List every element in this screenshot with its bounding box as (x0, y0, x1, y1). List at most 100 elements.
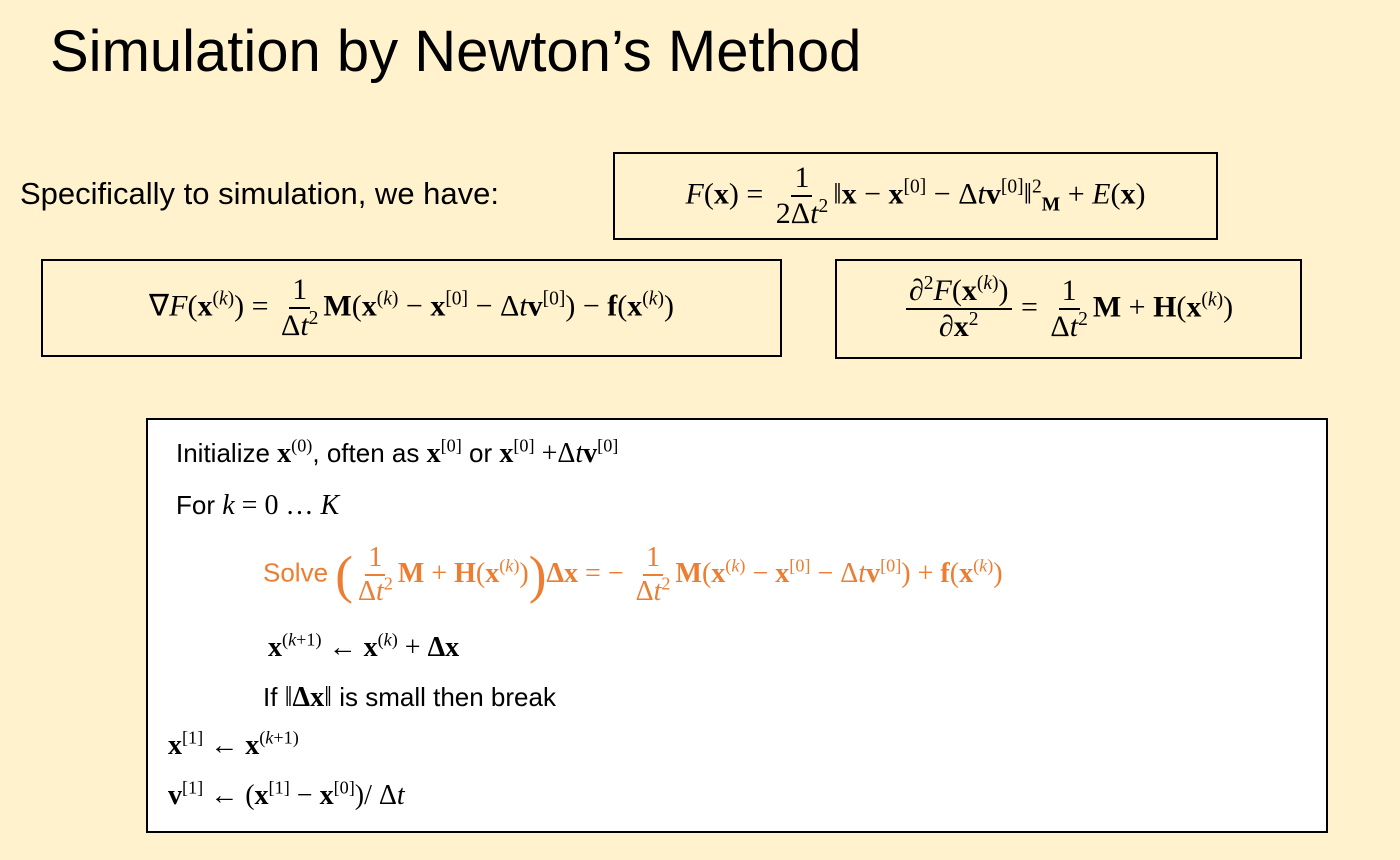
algorithm-line-update: x(k+1) ← x(k) + Δx (268, 629, 460, 664)
numerator: 1 (791, 161, 813, 197)
bold-symbol: H (454, 557, 476, 589)
algorithm-line-solve: Solve (1 Δt2 M + H(x(k)))Δx = − 1 Δt2 M(x(k)… (263, 542, 1003, 608)
italic-symbol: t (810, 197, 819, 230)
math: (1 Δt2 M + H(x(k)))Δx = − 1 Δt2 M(x(k) − x[0… (335, 542, 1003, 608)
italic-symbol: E (1092, 176, 1111, 210)
bold-symbol: x (430, 288, 446, 322)
superscript: (0) (291, 435, 313, 456)
italic-symbol: t (858, 557, 867, 589)
superscript: 2 (661, 573, 671, 594)
numerator: 1 (1058, 274, 1080, 310)
italic-symbol: k (383, 629, 392, 650)
italic-symbol: k (979, 555, 988, 576)
fraction: 1 2Δt2 (773, 161, 831, 232)
bold-symbol: x (197, 288, 213, 322)
superscript: (k) (212, 287, 235, 309)
bold-symbol: Δx (292, 682, 325, 713)
superscript: [0] (789, 555, 811, 576)
superscript: (k+1) (259, 727, 299, 748)
bold-symbol: M (323, 288, 352, 322)
italic-symbol: k (1207, 288, 1217, 310)
bold-symbol: v (168, 780, 182, 811)
superscript: (k) (376, 287, 399, 309)
superscript: 2 (1032, 175, 1042, 197)
italic-symbol: k (222, 490, 235, 521)
objective-equation-box: F(x) = 1 2Δt2 ‖x − x[0] − Δtv[0]‖2M + E(x) (613, 152, 1218, 240)
italic-symbol: t (653, 576, 662, 608)
math: v[1] ← (x[1] − x[0])/ Δt (168, 777, 405, 811)
bold-symbol: x (961, 273, 977, 307)
italic-symbol: F (685, 176, 704, 210)
bold-symbol: Δx (427, 632, 460, 663)
denominator: Δt2 (357, 573, 393, 608)
math: x[0] (427, 437, 462, 469)
bold-symbol: x (254, 780, 269, 811)
italic-symbol: K (320, 490, 340, 521)
bold-symbol: x (499, 438, 514, 469)
superscript: [1] (182, 727, 204, 748)
superscript: (k) (499, 555, 520, 576)
bold-symbol: x (953, 310, 969, 343)
superscript: [0] (333, 777, 355, 798)
italic-symbol: t (1069, 310, 1079, 343)
numerator: 1 (289, 273, 311, 309)
bold-symbol: x (775, 557, 790, 589)
italic-symbol: t (396, 780, 405, 811)
algorithm-line-break: If ‖Δx‖ is small then break (263, 682, 556, 713)
bold-symbol: M (675, 557, 702, 589)
fraction: ∂2F(x(k)) ∂x2 (905, 272, 1012, 345)
intro-text: Specifically to simulation, we have: (20, 176, 500, 211)
denominator: Δt2 (635, 573, 671, 608)
superscript: (k) (725, 555, 746, 576)
fraction: 1 Δt2 (633, 542, 674, 608)
math: x(0) (277, 435, 313, 469)
bold-symbol: x (245, 730, 260, 761)
numerator: 1 (365, 542, 386, 577)
slide-title: Simulation by Newton’s Method (50, 19, 862, 84)
italic-symbol: t (519, 288, 528, 322)
denominator: ∂x2 (938, 309, 979, 343)
bold-symbol: x (711, 557, 726, 589)
superscript: [0] (1000, 175, 1024, 197)
superscript: (k) (1201, 288, 1224, 310)
bold-symbol: x (363, 632, 378, 663)
superscript: 2 (308, 308, 319, 329)
italic-symbol: F (933, 273, 952, 307)
numerator: 1 (643, 542, 664, 577)
bold-symbol: x (841, 176, 857, 210)
bold-symbol: x (713, 176, 729, 210)
italic-symbol: F (169, 288, 188, 322)
algorithm-line-for-loop: For k = 0 … K (176, 490, 340, 521)
fraction: 1 Δt2 (278, 273, 321, 344)
superscript: [0] (513, 435, 535, 456)
hessian-equation: ∂2F(x(k)) ∂x2 = 1 Δt2 M + H(x(k)) (904, 272, 1233, 345)
italic-symbol: k (383, 287, 392, 309)
bold-symbol: x (319, 780, 334, 811)
bold-symbol: x (485, 557, 500, 589)
italic-symbol: k (983, 272, 992, 294)
bold-symbol: v (527, 288, 543, 322)
italic-symbol: k (648, 287, 658, 309)
bold-symbol: x (959, 557, 974, 589)
italic-symbol: t (300, 309, 309, 342)
superscript: 2 (968, 309, 979, 330)
math: x[0] +Δtv[0] (499, 435, 619, 469)
algorithm-line-initialize: Initialize x(0), often as x[0] or x[0] +… (176, 435, 619, 469)
superscript: 2 (383, 573, 393, 594)
math: ‖Δx‖ (284, 682, 332, 713)
superscript: (k) (976, 272, 999, 294)
superscript: [0] (597, 435, 619, 456)
superscript: (k) (642, 287, 664, 309)
italic-symbol: k (218, 287, 228, 309)
subscript: M (1042, 194, 1060, 215)
gradient-equation-box: ∇F(x(k)) = 1 Δt2 M(x(k) − x[0] − Δtv[0]) −… (41, 259, 782, 357)
bold-symbol: x (627, 288, 643, 322)
superscript: (k) (377, 629, 398, 650)
italic-symbol: k (731, 555, 740, 576)
superscript: [0] (903, 175, 927, 197)
italic-symbol: k (265, 727, 274, 748)
fraction: 1 Δt2 (355, 542, 396, 608)
superscript: 2 (923, 272, 934, 294)
superscript: [0] (445, 287, 469, 309)
algorithm-line-velocity-result: v[1] ← (x[1] − x[0])/ Δt (168, 777, 405, 812)
